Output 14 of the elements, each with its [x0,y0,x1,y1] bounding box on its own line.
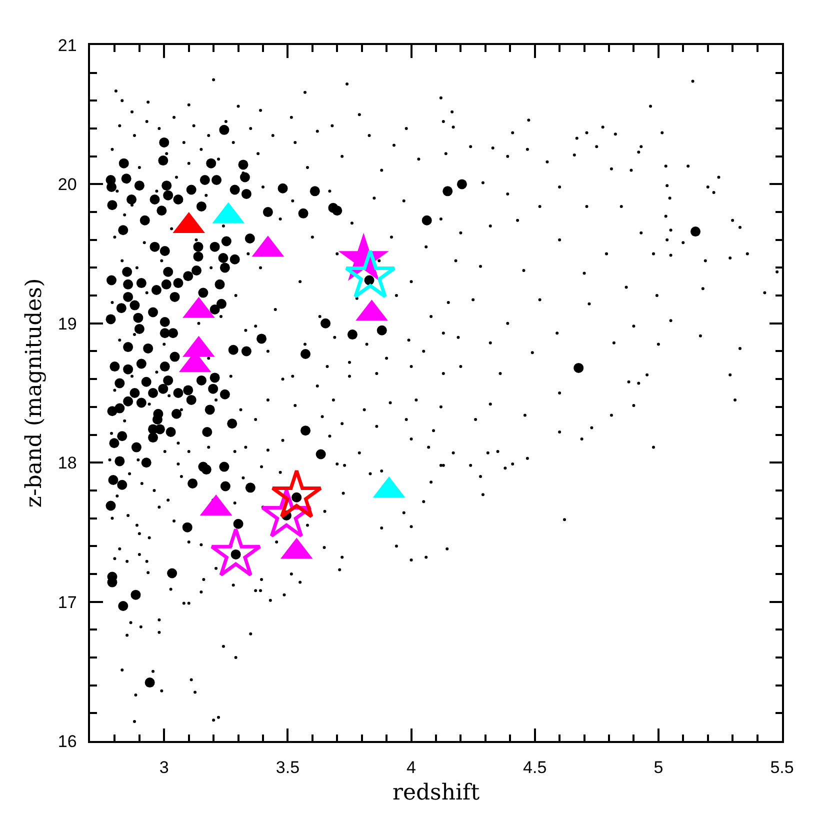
x-tick-label: 5.5 [770,758,794,778]
x-axis-title: redshift [392,780,480,806]
x-tick-label: 4.5 [523,758,547,778]
y-tick-label: 18 [58,454,77,473]
y-tick-label: 19 [58,314,77,334]
y-tick-label: 20 [58,175,77,194]
x-tick-label: 4 [406,758,416,778]
y-axis-title: z-band (magnitudes) [22,278,48,508]
y-tick-label: 21 [58,36,77,55]
x-tick-label: 3.5 [276,758,300,778]
x-tick-label: 5 [654,758,664,778]
x-tick-label: 3 [159,758,169,778]
y-tick-label: 16 [58,732,77,751]
y-tick-label: 17 [58,592,77,612]
